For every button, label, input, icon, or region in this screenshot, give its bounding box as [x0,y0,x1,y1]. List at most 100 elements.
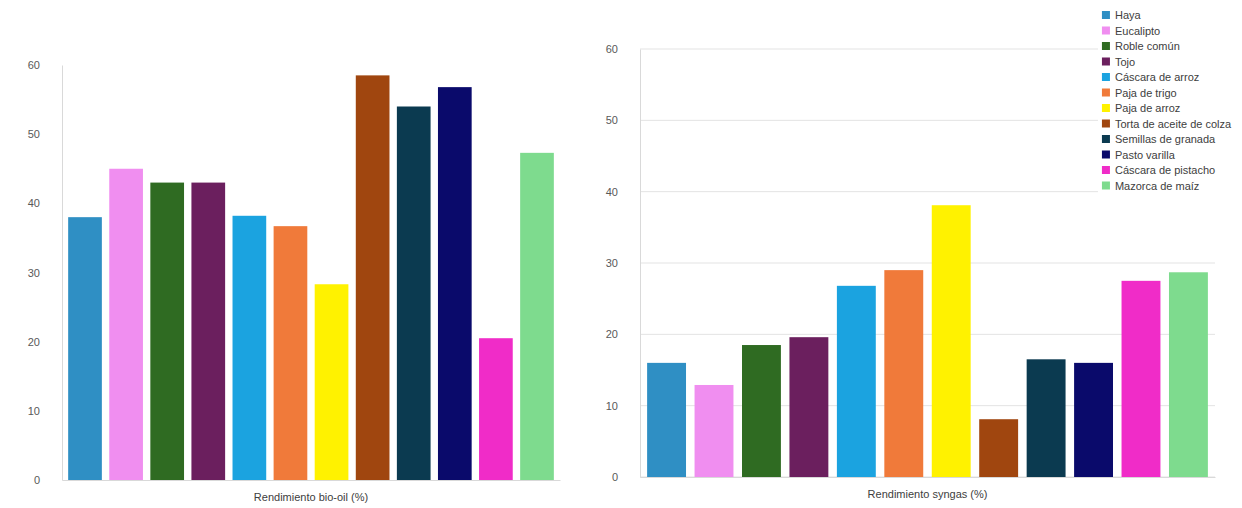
grid [640,49,1215,477]
legend-background [1098,6,1236,196]
legend-item: Cáscara de pistacho [1102,164,1215,176]
y-tick: 50 [28,128,62,140]
y-axis-line [62,66,63,481]
bar [932,205,971,477]
legend-swatch [1102,135,1110,143]
legend-swatch [1102,120,1110,128]
bar [233,216,267,480]
legend-item: Paja de trigo [1102,87,1177,99]
y-tick-label: 0 [34,474,40,486]
y-tick: 60 [28,59,62,71]
y-tick-label: 10 [606,400,618,412]
bar [1074,363,1113,477]
legend-label: Torta de aceite de colza [1115,118,1232,130]
y-tick: 40 [606,186,640,198]
legend-swatch [1102,11,1110,19]
x-axis-title: Rendimiento bio-oil (%) [254,491,368,503]
y-tick: 60 [606,43,640,55]
y-tick-label: 0 [612,471,618,483]
y-tick: 10 [28,405,62,417]
legend: Haya Eucalipto Roble común Tojo Cáscara de a… [1098,6,1236,196]
legend-label: Roble común [1115,40,1180,52]
legend-item: Semillas de granada [1102,133,1216,145]
legend-item: Haya [1102,9,1142,21]
bar [647,363,686,477]
legend-swatch [1102,58,1110,66]
bar [520,153,554,480]
bars [647,205,1208,477]
legend-swatch [1102,182,1110,190]
bars [68,75,554,480]
y-axis: 0 10 20 30 40 50 60 [606,43,641,483]
panel: 0 10 20 30 40 50 60 Rendimiento bio-oil (%) [28,59,561,503]
x-axis-title: Rendimiento syngas (%) [868,488,988,500]
legend-item: Cáscara de arroz [1102,71,1199,83]
y-tick-label: 50 [606,114,618,126]
legend-swatch [1102,166,1110,174]
y-tick: 30 [28,267,62,279]
bar [837,286,876,477]
y-tick-label: 10 [28,405,40,417]
legend-item: Pasto varilla [1102,149,1176,161]
x-axis [641,477,1216,479]
y-tick: 50 [606,114,640,126]
bar [695,385,734,477]
legend-item: Paja de arroz [1102,102,1180,114]
y-tick-label: 40 [28,197,40,209]
bar [274,226,308,480]
y-tick: 30 [606,257,640,269]
y-axis-line [640,50,641,478]
legend-item: Eucalipto [1102,25,1160,37]
y-tick: 40 [28,197,62,209]
bar [1122,281,1161,477]
y-tick-label: 30 [606,257,618,269]
y-tick: 0 [612,471,640,483]
legend-swatch [1102,89,1110,97]
grid-line [640,263,1215,264]
bar [68,217,102,480]
legend-swatch [1102,104,1110,112]
legend-label: Eucalipto [1115,25,1160,37]
legend-label: Mazorca de maíz [1115,180,1199,192]
legend-item: Mazorca de maíz [1102,180,1199,192]
legend-label: Paja de trigo [1115,87,1177,99]
bar [1027,359,1066,477]
y-tick-label: 50 [28,128,40,140]
legend-swatch [1102,27,1110,35]
legend-label: Tojo [1115,56,1135,68]
bar [884,270,923,477]
y-tick-label: 30 [28,267,40,279]
x-axis-line [641,477,1216,478]
chart-canvas: 0 10 20 30 40 50 60 Rendimiento bio-oil (%) 0 10 2… [0,0,1242,508]
y-tick-label: 20 [606,328,618,340]
legend-label: Semillas de granada [1115,133,1216,145]
legend-swatch [1102,151,1110,159]
legend-item: Torta de aceite de colza [1102,118,1232,130]
y-tick-label: 40 [606,186,618,198]
bar [789,337,828,477]
x-axis [63,480,561,482]
y-tick-label: 60 [606,43,618,55]
y-tick: 0 [34,474,62,486]
bar [150,183,184,480]
y-axis: 0 10 20 30 40 50 60 [28,59,63,486]
bar [742,345,781,477]
bar [979,419,1018,477]
bar [191,183,225,480]
bar [1169,272,1208,477]
legend-item: Tojo [1102,56,1135,68]
legend-label: Pasto varilla [1115,149,1176,161]
legend-swatch [1102,73,1110,81]
bar [315,284,349,480]
y-tick-label: 20 [28,336,40,348]
legend-label: Cáscara de pistacho [1115,164,1215,176]
legend-label: Haya [1115,9,1142,21]
bar [397,107,431,481]
y-tick: 20 [28,336,62,348]
x-axis-line [63,480,561,481]
bar [356,75,390,480]
y-tick: 20 [606,328,640,340]
legend-swatch [1102,42,1110,50]
legend-label: Paja de arroz [1115,102,1180,114]
y-tick-label: 60 [28,59,40,71]
